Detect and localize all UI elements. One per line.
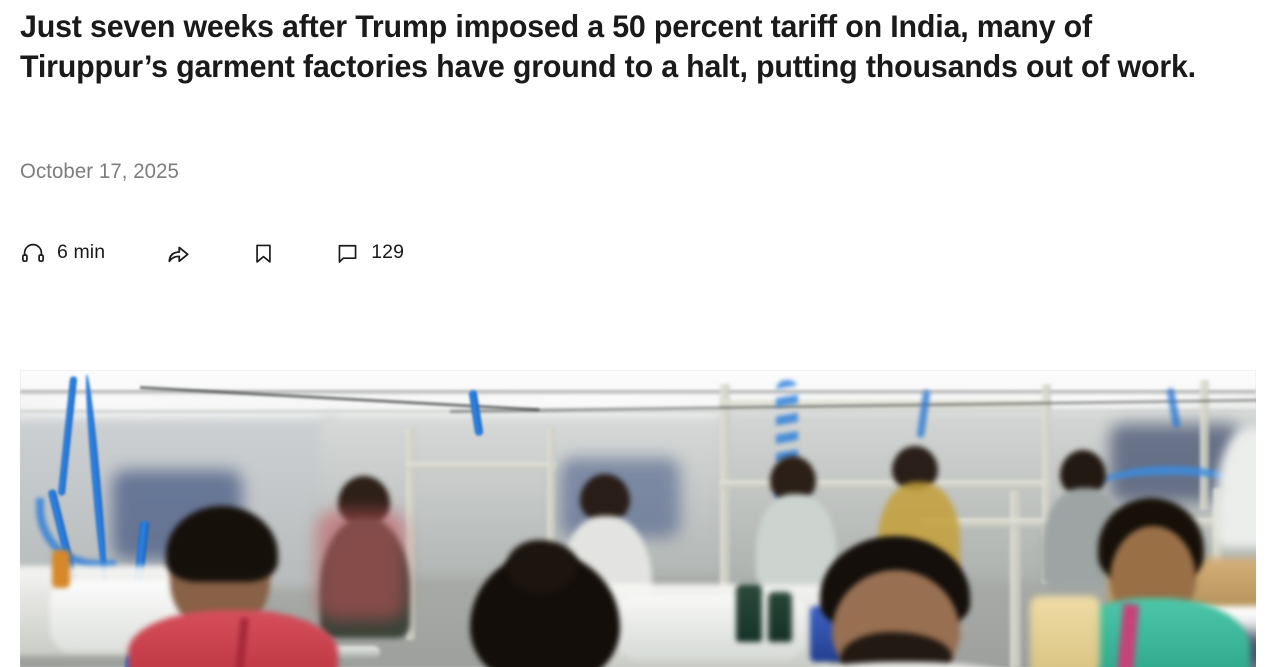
bookmark-icon	[250, 240, 276, 266]
photo-thread-cone-2	[768, 592, 792, 642]
photo-worker-bun-knot	[506, 540, 578, 594]
photo-worker-beard-torso	[780, 662, 1030, 667]
photo-rack-upright-1	[406, 428, 415, 640]
photo-vignette	[20, 370, 1256, 667]
publish-date: October 17, 2025	[20, 160, 179, 183]
comment-bubble-icon	[334, 240, 360, 266]
hero-image	[20, 370, 1256, 667]
photo-rack-upright-5	[1010, 490, 1021, 667]
share-arrow-icon	[165, 240, 191, 266]
photo-worker-red-hair	[166, 506, 278, 582]
photo-rack-upright-2	[547, 428, 555, 578]
photo-bg-person-pink	[316, 510, 406, 620]
photo-rack-crossbar-3	[720, 480, 1050, 489]
photo-thread-spool-orange	[52, 550, 70, 588]
comment-count-label: 129	[371, 241, 405, 264]
photo-bg-person-body-3	[756, 494, 836, 586]
photo-blue-hose-9	[1095, 466, 1245, 510]
article-action-bar: 6 min 129	[20, 234, 404, 272]
photo-rack-upright-7	[1200, 380, 1209, 510]
photo-ceiling-rail-secondary	[20, 410, 1256, 414]
hero-image-canvas	[20, 370, 1256, 667]
comments-button[interactable]: 129	[334, 234, 404, 272]
photo-grain	[20, 370, 1256, 667]
photo-thread-cone-1	[736, 584, 762, 642]
photo-worker-red-torso	[128, 610, 338, 667]
headphones-icon	[20, 240, 46, 266]
listen-duration-label: 6 min	[57, 241, 106, 264]
photo-rack-upright-3	[720, 384, 730, 634]
photo-bg-person-head-2	[580, 474, 630, 522]
photo-worker-teal-sari-drape	[1030, 596, 1100, 667]
page-title: Just seven weeks after Trump imposed a 5…	[20, 8, 1196, 84]
save-button[interactable]	[250, 234, 276, 272]
listen-button[interactable]: 6 min	[20, 234, 105, 272]
share-button[interactable]	[165, 234, 191, 272]
photo-ceiling-rail	[20, 390, 1256, 395]
photo-rack-crossbar-1	[406, 462, 556, 470]
photo-rack-upright-4	[1042, 384, 1051, 584]
